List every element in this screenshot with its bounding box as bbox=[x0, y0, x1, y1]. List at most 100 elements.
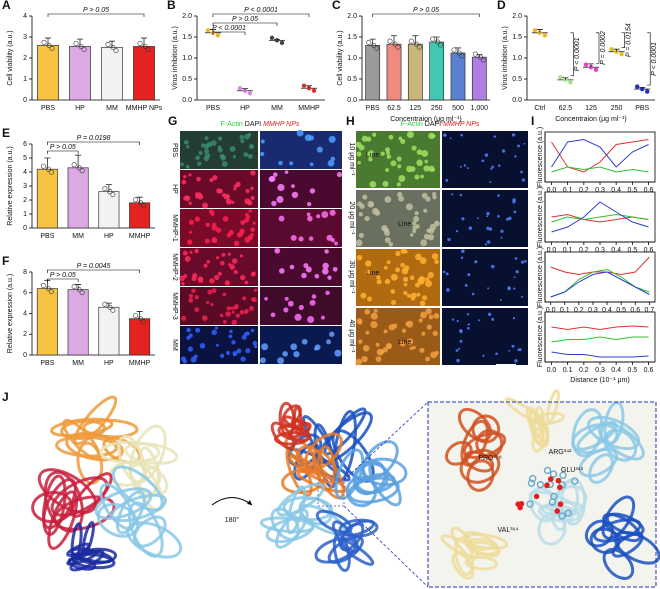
cell bbox=[478, 319, 481, 322]
cell bbox=[329, 209, 336, 216]
y-tick-label: 2.0 bbox=[347, 13, 357, 20]
cell bbox=[490, 167, 493, 170]
y-axis-label: Fluorescence (a.u.) bbox=[537, 187, 544, 247]
annotation: P = 0.0002 bbox=[600, 31, 607, 65]
cell bbox=[362, 194, 368, 200]
cell bbox=[268, 176, 275, 183]
x-tick-label: 0.2 bbox=[574, 307, 584, 314]
cell bbox=[220, 154, 227, 161]
cell bbox=[250, 170, 256, 176]
cell bbox=[194, 295, 199, 300]
cell bbox=[513, 276, 516, 279]
cell bbox=[314, 273, 320, 279]
cell bbox=[385, 168, 390, 173]
row-label: PBS bbox=[171, 143, 178, 157]
oxygen-atom bbox=[555, 477, 562, 484]
bracket bbox=[47, 13, 145, 17]
cell bbox=[239, 134, 245, 140]
point bbox=[242, 88, 248, 93]
cell bbox=[270, 312, 276, 318]
ribbon bbox=[361, 457, 408, 487]
cell bbox=[376, 275, 381, 280]
ribbon bbox=[475, 429, 504, 459]
x-tick-label: PBS bbox=[635, 105, 649, 112]
cell bbox=[244, 236, 251, 243]
panel-label: B bbox=[167, 0, 176, 12]
cell bbox=[412, 221, 417, 226]
cell bbox=[245, 348, 251, 354]
bar bbox=[429, 41, 445, 101]
cell bbox=[361, 135, 369, 142]
x-tick-label: 0.2 bbox=[579, 247, 589, 254]
cell bbox=[301, 272, 307, 279]
cell bbox=[499, 299, 502, 301]
cell bbox=[356, 151, 362, 157]
cell bbox=[184, 195, 191, 202]
bracket bbox=[47, 269, 140, 273]
cell bbox=[456, 320, 459, 323]
cell bbox=[227, 252, 231, 256]
cell bbox=[511, 133, 516, 137]
cell bbox=[476, 217, 479, 220]
point bbox=[48, 169, 54, 175]
x-tick-label: 0.0 bbox=[547, 367, 557, 374]
error-bar bbox=[391, 35, 397, 45]
bar bbox=[67, 167, 89, 229]
x-tick-label: PBS bbox=[40, 233, 54, 240]
y-tick-label: 1.5 bbox=[512, 34, 522, 41]
row-label: MM bbox=[171, 339, 178, 351]
error-bar bbox=[455, 47, 461, 53]
micrograph bbox=[442, 131, 528, 188]
cell bbox=[298, 304, 304, 311]
ribbon bbox=[464, 555, 499, 571]
cell bbox=[514, 359, 518, 363]
error-bar bbox=[613, 48, 620, 52]
cell bbox=[236, 232, 243, 238]
ribbon bbox=[338, 518, 379, 538]
point bbox=[593, 67, 599, 72]
x-tick-label: MM bbox=[271, 105, 283, 112]
x-tick-label: 0.6 bbox=[644, 367, 654, 374]
cell bbox=[284, 170, 289, 174]
cell bbox=[421, 150, 429, 157]
error-bar bbox=[412, 35, 419, 45]
y-tick-label: 0.5 bbox=[182, 76, 192, 83]
annotation: P = 0.0198 bbox=[77, 135, 111, 142]
cell bbox=[422, 295, 428, 301]
point bbox=[635, 84, 640, 89]
cell bbox=[240, 356, 246, 362]
cell bbox=[193, 354, 198, 359]
point bbox=[371, 42, 377, 48]
cell bbox=[390, 160, 397, 167]
cell bbox=[407, 293, 412, 298]
cell bbox=[203, 143, 210, 150]
cell bbox=[370, 312, 378, 320]
cell bbox=[412, 225, 418, 231]
ligand-atom bbox=[559, 471, 567, 480]
oxygen-atom bbox=[554, 508, 561, 514]
y-axis-label: Cell viability (a.u.) bbox=[7, 30, 14, 85]
cell bbox=[434, 259, 439, 264]
cell bbox=[419, 347, 425, 353]
cell bbox=[233, 304, 239, 309]
cell bbox=[386, 154, 392, 159]
cell bbox=[425, 280, 432, 288]
y-tick-label: 1 bbox=[23, 211, 27, 218]
cell bbox=[259, 151, 265, 157]
cell bbox=[194, 307, 200, 313]
cell bbox=[250, 227, 256, 233]
y-axis-label: Virus inhibition (a.u.) bbox=[502, 26, 509, 90]
cell bbox=[243, 152, 249, 158]
cell bbox=[186, 327, 191, 333]
cell bbox=[500, 229, 504, 233]
cell bbox=[402, 276, 409, 283]
rotation-label: 180° bbox=[225, 516, 240, 524]
bar bbox=[36, 168, 58, 229]
cell bbox=[236, 348, 242, 354]
bar bbox=[37, 45, 59, 101]
cell bbox=[508, 349, 511, 352]
cell bbox=[397, 191, 403, 198]
cell bbox=[371, 207, 379, 215]
y-tick-label: 1.0 bbox=[512, 55, 522, 62]
point bbox=[81, 46, 87, 52]
